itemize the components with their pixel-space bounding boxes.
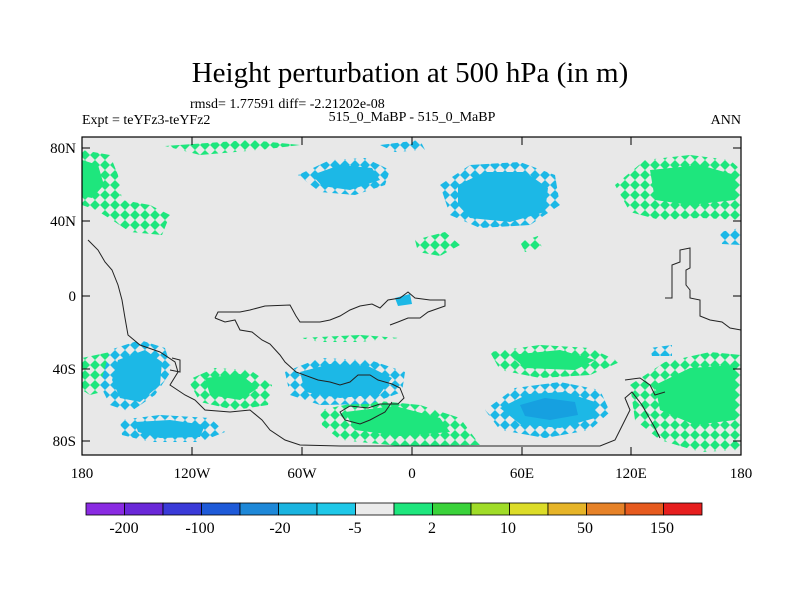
negative-region-asia-solid bbox=[458, 172, 548, 222]
negative-region-south-atlantic-solid bbox=[300, 364, 392, 398]
negative-region-south-pacific-low-solid bbox=[135, 420, 205, 438]
colorbar-label: -200 bbox=[109, 520, 138, 537]
colorbar-label: 10 bbox=[500, 520, 516, 537]
colorbar-box bbox=[162, 502, 202, 516]
lon-tick-label: 180 bbox=[71, 466, 94, 482]
coastline-africa bbox=[214, 291, 446, 326]
negative-region-south-pacific-west-solid bbox=[112, 350, 162, 402]
colorbar-box bbox=[355, 502, 395, 516]
lon-tick-label: 120W bbox=[174, 466, 212, 482]
map-area bbox=[82, 137, 741, 455]
lat-tick-label: 80N bbox=[50, 141, 76, 157]
lon-axis: 180 120W 60W 0 60E 120E 180 bbox=[71, 137, 753, 482]
lat-axis: 80N 40N 0 40S 80S bbox=[50, 141, 741, 450]
colorbar-box bbox=[201, 502, 241, 516]
lat-tick-label: 40S bbox=[53, 362, 76, 378]
colorbar-label: 50 bbox=[577, 520, 593, 537]
colorbar-box bbox=[509, 502, 549, 516]
negative-region-arctic-small bbox=[380, 140, 425, 152]
colorbar-label: -5 bbox=[348, 520, 361, 537]
colorbar-box bbox=[124, 502, 164, 516]
lat-tick-label: 0 bbox=[69, 289, 77, 305]
positive-region-nw-solid bbox=[82, 160, 104, 198]
positive-anomaly-regions bbox=[82, 140, 741, 452]
lon-tick-label: 60W bbox=[287, 466, 317, 482]
colorbar-label: 2 bbox=[428, 520, 436, 537]
colorbar-box bbox=[432, 502, 472, 516]
lon-tick-label: 180 bbox=[730, 466, 753, 482]
coastline-south-america bbox=[214, 317, 405, 425]
coastline-australia-east bbox=[665, 247, 741, 331]
coastline-americas-west bbox=[87, 239, 661, 447]
colorbar-box bbox=[624, 502, 664, 516]
positive-region-atlantic-small bbox=[415, 232, 460, 256]
colorbar-label: -100 bbox=[185, 520, 214, 537]
positive-region-nw-atlantic bbox=[82, 150, 170, 235]
coastlines bbox=[87, 239, 741, 447]
colorbar bbox=[85, 502, 703, 516]
colorbar-box bbox=[239, 502, 279, 516]
positive-region-south-atlantic bbox=[300, 335, 400, 342]
negative-region-east-atlantic-small bbox=[720, 228, 741, 245]
lat-tick-label: 80S bbox=[53, 434, 76, 450]
positive-region-indian-south-solid bbox=[510, 350, 595, 370]
stats-label: rmsd= 1.77591 diff= -2.21202e-08 bbox=[190, 97, 385, 112]
positive-region-arctic-strip bbox=[165, 140, 300, 155]
colorbar-box bbox=[470, 502, 510, 516]
colorbar-box bbox=[586, 502, 626, 516]
lon-tick-label: 0 bbox=[408, 466, 416, 482]
positive-region-ne-solid bbox=[650, 165, 735, 205]
colorbar-box bbox=[547, 502, 587, 516]
positive-region-indian-small bbox=[520, 236, 542, 252]
positive-region-southern-ocean-center-solid bbox=[345, 406, 450, 436]
positive-region-south-pacific-solid bbox=[205, 374, 258, 400]
lat-tick-label: 40N bbox=[50, 214, 76, 230]
colorbar-box bbox=[85, 502, 125, 516]
colorbar-box bbox=[393, 502, 433, 516]
colorbar-box bbox=[316, 502, 356, 516]
coastline-pacific-islands bbox=[169, 357, 181, 373]
colorbar-box bbox=[663, 502, 703, 516]
season-label: ANN bbox=[711, 113, 741, 128]
colorbar-box bbox=[278, 502, 318, 516]
center-label: 515_0_MaBP - 515_0_MaBP bbox=[329, 110, 496, 125]
lon-tick-label: 120E bbox=[615, 466, 647, 482]
coastline-southern-detail bbox=[624, 377, 666, 396]
colorbar-label: -20 bbox=[269, 520, 290, 537]
colorbar-label: 150 bbox=[650, 520, 674, 537]
lon-tick-label: 60E bbox=[510, 466, 534, 482]
negative-anomaly-regions bbox=[100, 140, 741, 442]
negative-region-atlantic-small bbox=[395, 294, 412, 306]
negative-region-pacific-small bbox=[650, 345, 672, 356]
positive-region-se-pacific-solid bbox=[655, 365, 735, 425]
plot-title: Height perturbation at 500 hPa (in m) bbox=[192, 57, 629, 89]
colorbar-labels: -200 -100 -20 -5 2 10 50 150 bbox=[109, 520, 674, 537]
negative-region-europe-solid bbox=[312, 165, 380, 190]
negative-region-southern-indian-core bbox=[520, 398, 578, 420]
experiment-label: Expt = teYFz3-teYFz2 bbox=[82, 113, 210, 128]
